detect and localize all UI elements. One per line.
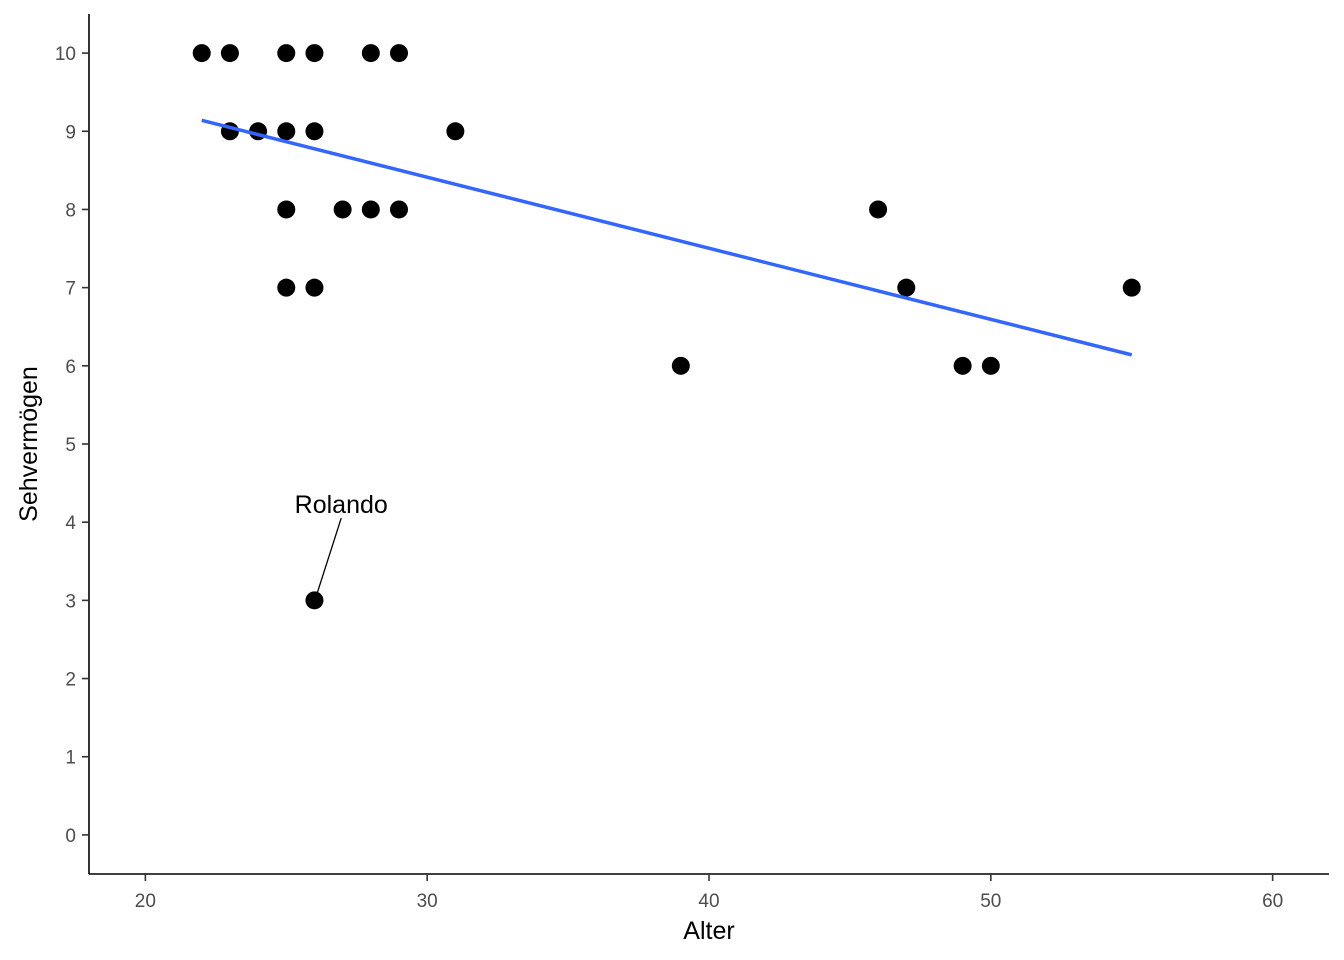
data-point (390, 200, 408, 219)
x-axis-title: Alter (683, 917, 734, 945)
data-point (305, 44, 324, 63)
plot-area: Rolando (192, 44, 1141, 610)
y-tick-label: 4 (65, 513, 76, 534)
y-tick-label: 6 (65, 357, 76, 378)
y-tick-label: 2 (65, 670, 76, 691)
y-tick-label: 1 (65, 748, 76, 769)
axes: 20 30 40 50 60 0 1 2 3 4 5 6 7 8 9 10 (55, 14, 1329, 912)
y-tick-label: 5 (65, 435, 76, 456)
data-point (897, 278, 916, 297)
x-tick-label: 60 (1262, 891, 1283, 912)
annotation-leader-line (316, 517, 342, 593)
data-point (192, 44, 211, 63)
y-tick-label: 3 (65, 591, 76, 612)
data-point (333, 200, 352, 219)
y-axis-title: Sehvermögen (15, 366, 43, 522)
trend-line (201, 118, 1133, 357)
data-point (446, 122, 465, 141)
data-point (220, 44, 239, 63)
data-point (953, 356, 972, 375)
y-tick-label: 10 (55, 44, 76, 65)
y-tick-label: 9 (65, 122, 76, 143)
data-point (390, 44, 408, 63)
x-tick-label: 20 (135, 891, 156, 912)
data-point (305, 122, 324, 141)
data-point (361, 200, 380, 219)
data-point (277, 122, 296, 141)
data-point (361, 44, 380, 63)
y-tick-label: 0 (65, 826, 76, 847)
y-tick-label: 7 (65, 279, 76, 300)
y-tick-label: 8 (65, 200, 76, 221)
data-point (277, 200, 296, 219)
data-point (305, 591, 324, 610)
x-tick-label: 50 (980, 891, 1001, 912)
data-point (869, 200, 888, 219)
data-point (671, 356, 690, 375)
data-point (1122, 278, 1141, 297)
y-axis-ticks: 0 1 2 3 4 5 6 7 8 9 10 (55, 44, 89, 847)
data-point (277, 278, 296, 297)
data-point (981, 356, 1000, 375)
x-axis-ticks: 20 30 40 50 60 (135, 874, 1283, 912)
data-point (277, 44, 296, 63)
x-tick-label: 40 (698, 891, 719, 912)
data-point (305, 278, 324, 297)
x-tick-label: 30 (417, 891, 438, 912)
annotation-label: Rolando (295, 491, 388, 519)
